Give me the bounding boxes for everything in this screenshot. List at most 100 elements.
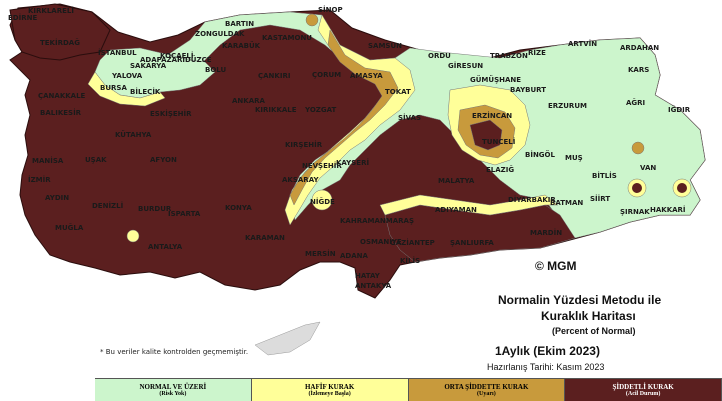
city-label: MUŞ <box>565 154 583 162</box>
city-label: BALIKESİR <box>40 108 82 117</box>
city-label: DÜZCE <box>185 55 212 64</box>
city-label: VAN <box>640 164 656 172</box>
map-title-sub: (Percent of Normal) <box>552 326 636 336</box>
city-label: KASTAMONU <box>262 34 312 42</box>
thrace-region <box>9 3 111 61</box>
city-label: KİLİS <box>400 256 420 265</box>
pocket-kastamonu <box>305 13 319 27</box>
city-label: ERZİNCAN <box>472 111 512 120</box>
city-label: TEKİRDAĞ <box>40 38 80 47</box>
city-label: İZMİR <box>28 175 51 184</box>
city-label: ESKİŞEHİR <box>150 109 192 118</box>
city-label: ŞANLIURFA <box>450 239 494 247</box>
city-label: SİİRT <box>590 194 610 203</box>
city-label: IĞDIR <box>668 105 691 114</box>
city-label: AKSARAY <box>282 176 319 184</box>
city-label: KARS <box>628 66 649 74</box>
city-label: ZONGULDAK <box>195 30 245 38</box>
city-label: KIRIKKALE <box>255 106 297 114</box>
city-label: ANKARA <box>232 97 266 105</box>
legend-moderate: ORTA ŞİDDETTE KURAK (Uyarı) <box>408 379 566 401</box>
city-label: GAZİANTEP <box>390 238 435 247</box>
legend: NORMAL VE ÜZERİ (Risk Yok) HAFİF KURAK (… <box>95 378 722 401</box>
pocket-van-core <box>632 183 642 193</box>
city-label: KAHRAMANMARAŞ <box>340 217 414 225</box>
city-label: KÜTAHYA <box>115 130 152 139</box>
city-label: MUĞLA <box>55 223 84 232</box>
city-label: MANİSA <box>32 156 64 165</box>
city-label: YOZGAT <box>304 106 336 114</box>
city-label: AFYON <box>150 156 177 164</box>
legend-mild: HAFİF KURAK (İzlemeye Başla) <box>251 379 409 401</box>
city-label: BARTIN <box>225 20 254 28</box>
legend-severe: ŞİDDETLİ KURAK (Acil Durum) <box>565 379 722 401</box>
city-label: ÇORUM <box>312 71 341 79</box>
city-label: BİNGÖL <box>525 150 555 159</box>
city-label: ISPARTA <box>168 210 201 218</box>
map-title-line2: Kuraklık Haritası <box>541 309 636 323</box>
city-label: ADAPAZARI <box>140 56 185 64</box>
legend-sub: (İzlemeye Başla) <box>308 390 351 397</box>
map-period: 1Aylık (Ekim 2023) <box>495 344 600 358</box>
city-label: SAMSUN <box>368 42 402 50</box>
city-label: ŞIRNAK <box>620 208 650 216</box>
city-label: KIRŞEHİR <box>285 140 323 149</box>
city-label: UŞAK <box>85 156 107 164</box>
city-label: NİĞDE <box>310 197 335 206</box>
city-label: ARDAHAN <box>620 44 659 52</box>
city-label: ORDU <box>428 52 451 60</box>
city-label: RİZE <box>528 48 546 57</box>
legend-sub: (Acil Durum) <box>625 390 661 397</box>
drought-map: KIRKLARELİ EDİRNE TEKİRDAĞ İSTANBUL ÇANA… <box>8 3 706 356</box>
city-label: ADANA <box>340 252 369 260</box>
mild-zone-southeast <box>379 194 559 216</box>
city-label: MERSİN <box>305 249 336 258</box>
city-label: ADIYAMAN <box>435 206 477 214</box>
legend-sub: (Risk Yok) <box>159 390 187 397</box>
city-label: BURSA <box>100 84 127 92</box>
city-label: BOLU <box>205 66 226 74</box>
severe-zone-east <box>469 119 503 151</box>
city-label: BURDUR <box>138 205 172 213</box>
city-label: KOCAELİ <box>160 51 193 60</box>
city-label: KARAMAN <box>245 234 285 242</box>
city-label: GİRESUN <box>448 61 483 70</box>
city-label: BİLECİK <box>130 87 161 96</box>
city-label: DENİZLİ <box>92 201 123 210</box>
city-label: HAKKARİ <box>650 205 686 214</box>
city-label: KARABÜK <box>222 41 261 50</box>
legend-label: HAFİF KURAK <box>304 382 355 391</box>
city-label: ÇANAKKALE <box>38 92 86 100</box>
map-prepared-date: Hazırlanış Tarihi: Kasım 2023 <box>487 362 605 372</box>
city-label: KAYSERİ <box>336 158 369 167</box>
city-label: İSTANBUL <box>98 48 137 57</box>
city-label: ERZURUM <box>548 102 587 110</box>
city-label: TRABZON <box>490 52 528 60</box>
city-label: GÜMÜŞHANE <box>470 75 521 84</box>
moderate-zone-central <box>289 29 399 206</box>
legend-normal: NORMAL VE ÜZERİ (Risk Yok) <box>95 379 252 401</box>
city-label: BİTLİS <box>592 171 617 180</box>
map-title-line1: Normalin Yüzdesi Metodu ile <box>498 293 662 307</box>
city-label: SİNOP <box>318 5 343 14</box>
city-label: TOKAT <box>385 88 411 96</box>
legend-sub: (Uyarı) <box>477 390 496 397</box>
city-label: ANTAKYA <box>355 282 392 290</box>
city-label: KIRKLARELİ <box>28 6 74 15</box>
pocket-agri <box>631 141 645 155</box>
city-label: HATAY <box>355 272 381 280</box>
pocket-antalya <box>126 229 140 243</box>
city-label: ÇANKIRI <box>258 72 290 80</box>
city-label: OSMANİYE <box>360 237 402 246</box>
legend-label: ORTA ŞİDDETTE KURAK <box>444 382 529 391</box>
city-label: EDİRNE <box>8 13 37 22</box>
city-label: NEVŞEHİR <box>302 161 342 170</box>
city-label: SİVAS <box>398 113 421 122</box>
city-label: BATMAN <box>550 199 583 207</box>
city-label: MARDİN <box>530 228 562 237</box>
city-label: ARTVİN <box>568 39 597 48</box>
quality-note: * Bu veriler kalite kontrolden geçmemişt… <box>100 348 249 356</box>
legend-label: NORMAL VE ÜZERİ <box>139 382 207 391</box>
city-label: ANTALYA <box>148 243 183 251</box>
pocket-nigde <box>311 189 333 211</box>
